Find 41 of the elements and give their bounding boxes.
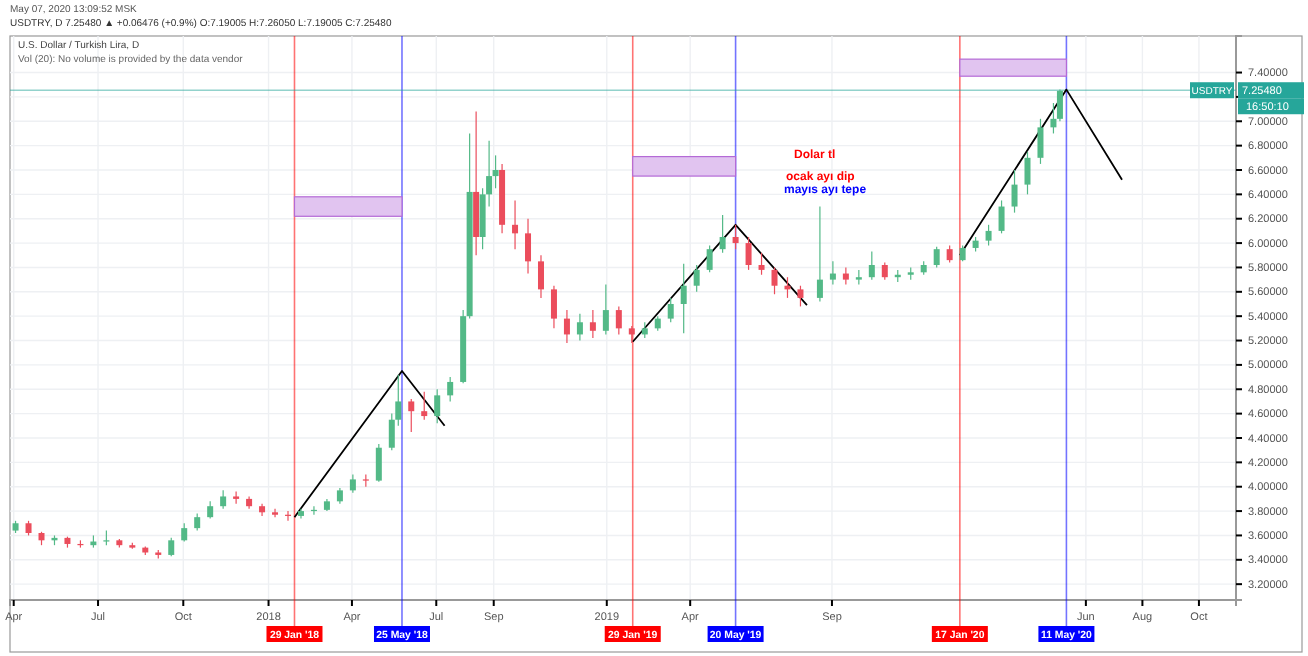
candlestick (168, 537, 175, 557)
candlestick (667, 297, 674, 323)
candlestick (447, 376, 454, 403)
candlestick (1024, 151, 1031, 195)
candlestick (349, 473, 356, 494)
candlestick (220, 489, 227, 510)
candlestick (525, 218, 532, 275)
candlestick (985, 224, 992, 247)
candlestick (181, 522, 188, 543)
candlestick (998, 199, 1005, 234)
candlestick (693, 264, 700, 293)
candlestick (408, 398, 415, 433)
candlestick (868, 251, 875, 281)
candlestick (816, 205, 823, 303)
candlestick (615, 305, 622, 336)
candlestick (589, 309, 596, 339)
candlestick (550, 285, 557, 329)
candlestick (421, 391, 428, 421)
candlestick (719, 214, 726, 254)
candlestick (797, 285, 804, 308)
candlestick (706, 244, 713, 273)
candlestick (933, 246, 940, 269)
candlestick (375, 443, 382, 483)
candlestick (434, 388, 441, 424)
candlestick (732, 224, 739, 250)
candlestick (512, 199, 519, 250)
candlestick (563, 309, 570, 344)
candlestick (272, 508, 279, 518)
candlestick (745, 236, 752, 271)
candlestick (1037, 118, 1044, 165)
candlestick (602, 283, 609, 336)
candlestick (1011, 169, 1018, 214)
candlestick (233, 490, 240, 505)
candlestick (576, 313, 583, 342)
candlestick (758, 252, 765, 276)
candlestick (842, 266, 849, 286)
candlestick (771, 266, 778, 295)
candlestick (473, 110, 480, 256)
candlestick (829, 260, 836, 286)
candlestick (680, 263, 687, 334)
candlestick (537, 254, 544, 299)
